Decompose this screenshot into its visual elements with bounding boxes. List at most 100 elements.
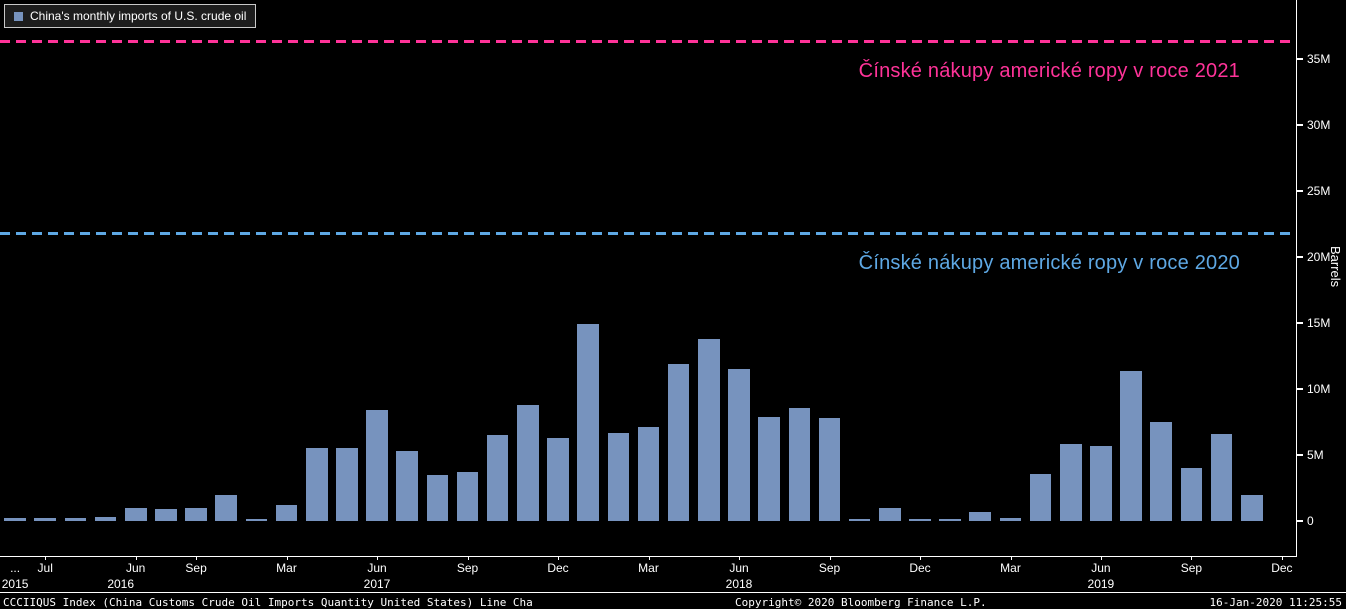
y-tick-label: 25M [1307, 184, 1331, 198]
bar-month-25 [758, 416, 780, 521]
x-tick-label-Sep: Sep [1180, 561, 1203, 575]
bar-month-13 [396, 451, 418, 521]
bar-month-41 [1240, 494, 1263, 521]
x-tick-label-Jul: Jul [37, 561, 53, 575]
bar-month-32 [969, 511, 992, 521]
bar-month-8 [245, 519, 268, 521]
x-tick-mark [1281, 557, 1283, 560]
legend-label: China's monthly imports of U.S. crude oi… [30, 9, 247, 23]
bar-month-33 [999, 518, 1022, 521]
y-axis-line [1296, 0, 1297, 557]
bar-month-5 [155, 509, 177, 521]
y-tick-25M: 25M [1297, 183, 1330, 199]
y-tick-label: 10M [1307, 382, 1331, 396]
bar-month-12 [366, 410, 388, 521]
bar-month-7 [215, 494, 238, 521]
bar-month-26 [788, 407, 811, 521]
x-tick-mark [1191, 557, 1193, 560]
x-tick-label-Dec: Dec [909, 561, 931, 575]
year-label-2018: 2018 [725, 577, 753, 591]
x-tick-mark [829, 557, 831, 560]
reference-label-2021: Čínské nákupy americké ropy v roce 2021 [858, 59, 1240, 82]
x-tick-mark [1100, 557, 1102, 560]
y-tick-label: 20M [1307, 250, 1331, 264]
x-tick-label-Sep: Sep [456, 561, 479, 575]
bar-month-20 [607, 432, 630, 521]
reference-line-2020 [0, 232, 1296, 236]
bar-month-10 [305, 448, 328, 521]
x-tick-mark [739, 557, 740, 560]
x-tick-mark [196, 557, 198, 560]
year-label-2016: 2016 [107, 577, 135, 591]
bar-month-11 [336, 448, 358, 521]
x-tick-mark [558, 557, 559, 560]
y-tick-mark [1297, 256, 1303, 258]
bar-month-19 [577, 324, 599, 521]
y-tick-10M: 10M [1297, 381, 1330, 397]
y-tick-20M: 20M [1297, 249, 1330, 265]
bar-month-6 [185, 507, 207, 521]
year-label-2017: 2017 [363, 577, 391, 591]
y-tick-15M: 15M [1297, 315, 1330, 331]
y-tick-mark [1297, 322, 1303, 324]
y-tick-mark [1297, 124, 1303, 126]
bar-month-15 [456, 472, 479, 521]
y-tick-mark [1297, 454, 1303, 456]
y-tick-mark [1297, 388, 1303, 390]
x-tick-mark [467, 557, 469, 560]
x-axis-line [0, 556, 1297, 557]
y-tick-label: 5M [1307, 448, 1324, 462]
bar-month-18 [547, 437, 569, 521]
x-tick-label-Dec: Dec [1271, 561, 1293, 575]
y-tick-mark [1297, 190, 1303, 192]
x-tick-label-Sep: Sep [818, 561, 841, 575]
x-tick-mark [1010, 557, 1012, 560]
bar-month-34 [1029, 473, 1052, 521]
y-tick-label: 0 [1307, 514, 1314, 528]
x-tick-label-Jun: Jun [367, 561, 387, 575]
x-tick-label-Mar: Mar [276, 561, 297, 575]
bar-month-27 [818, 418, 841, 521]
reference-label-2020: Čínské nákupy americké ropy v roce 2020 [858, 252, 1240, 275]
x-tick-label-Dec: Dec [547, 561, 569, 575]
bar-month-31 [939, 519, 961, 521]
x-tick-mark [377, 557, 378, 560]
legend-swatch-icon [14, 11, 23, 21]
reference-line-2021 [0, 39, 1296, 43]
y-axis-title: Barrels [1328, 246, 1343, 288]
bar-month-21 [637, 427, 660, 521]
y-tick-mark [1297, 520, 1303, 522]
bar-month-14 [426, 474, 449, 521]
status-timestamp: 16-Jan-2020 11:25:55 [1209, 596, 1342, 609]
bar-month-0 [4, 518, 26, 521]
y-tick-35M: 35M [1297, 51, 1330, 67]
legend[interactable]: China's monthly imports of U.S. crude oi… [4, 4, 257, 28]
x-tick-mark [286, 557, 288, 560]
bar-month-38 [1150, 422, 1173, 521]
bars-container [4, 324, 1263, 521]
status-security-description: CCCIIQUS Index (China Customs Crude Oil … [3, 596, 533, 609]
x-tick-mark [648, 557, 650, 560]
x-tick-mark [135, 557, 137, 560]
y-tick-mark [1297, 58, 1303, 60]
year-label-2019: 2019 [1087, 577, 1115, 591]
y-tick-5M: 5M [1297, 447, 1324, 463]
x-tick-label-Mar: Mar [638, 561, 659, 575]
bar-month-16 [486, 435, 509, 521]
status-copyright: Copyright© 2020 Bloomberg Finance L.P. [735, 596, 987, 609]
bar-month-28 [848, 519, 871, 521]
y-tick-label: 35M [1307, 52, 1331, 66]
bar-month-2 [64, 518, 87, 521]
x-tick-label-Jun: Jun [1091, 561, 1111, 575]
year-label-2015: 2015 [1, 577, 29, 591]
bar-month-36 [1090, 445, 1112, 521]
bar-month-9 [275, 505, 298, 521]
x-tick-label-: ... [10, 561, 21, 575]
bar-month-24 [728, 369, 750, 521]
y-tick-30M: 30M [1297, 117, 1330, 133]
x-tick-label-Sep: Sep [185, 561, 207, 575]
x-tick-mark [45, 557, 47, 560]
status-bar: CCCIIQUS Index (China Customs Crude Oil … [0, 592, 1346, 609]
y-tick-0: 0 [1297, 513, 1314, 529]
